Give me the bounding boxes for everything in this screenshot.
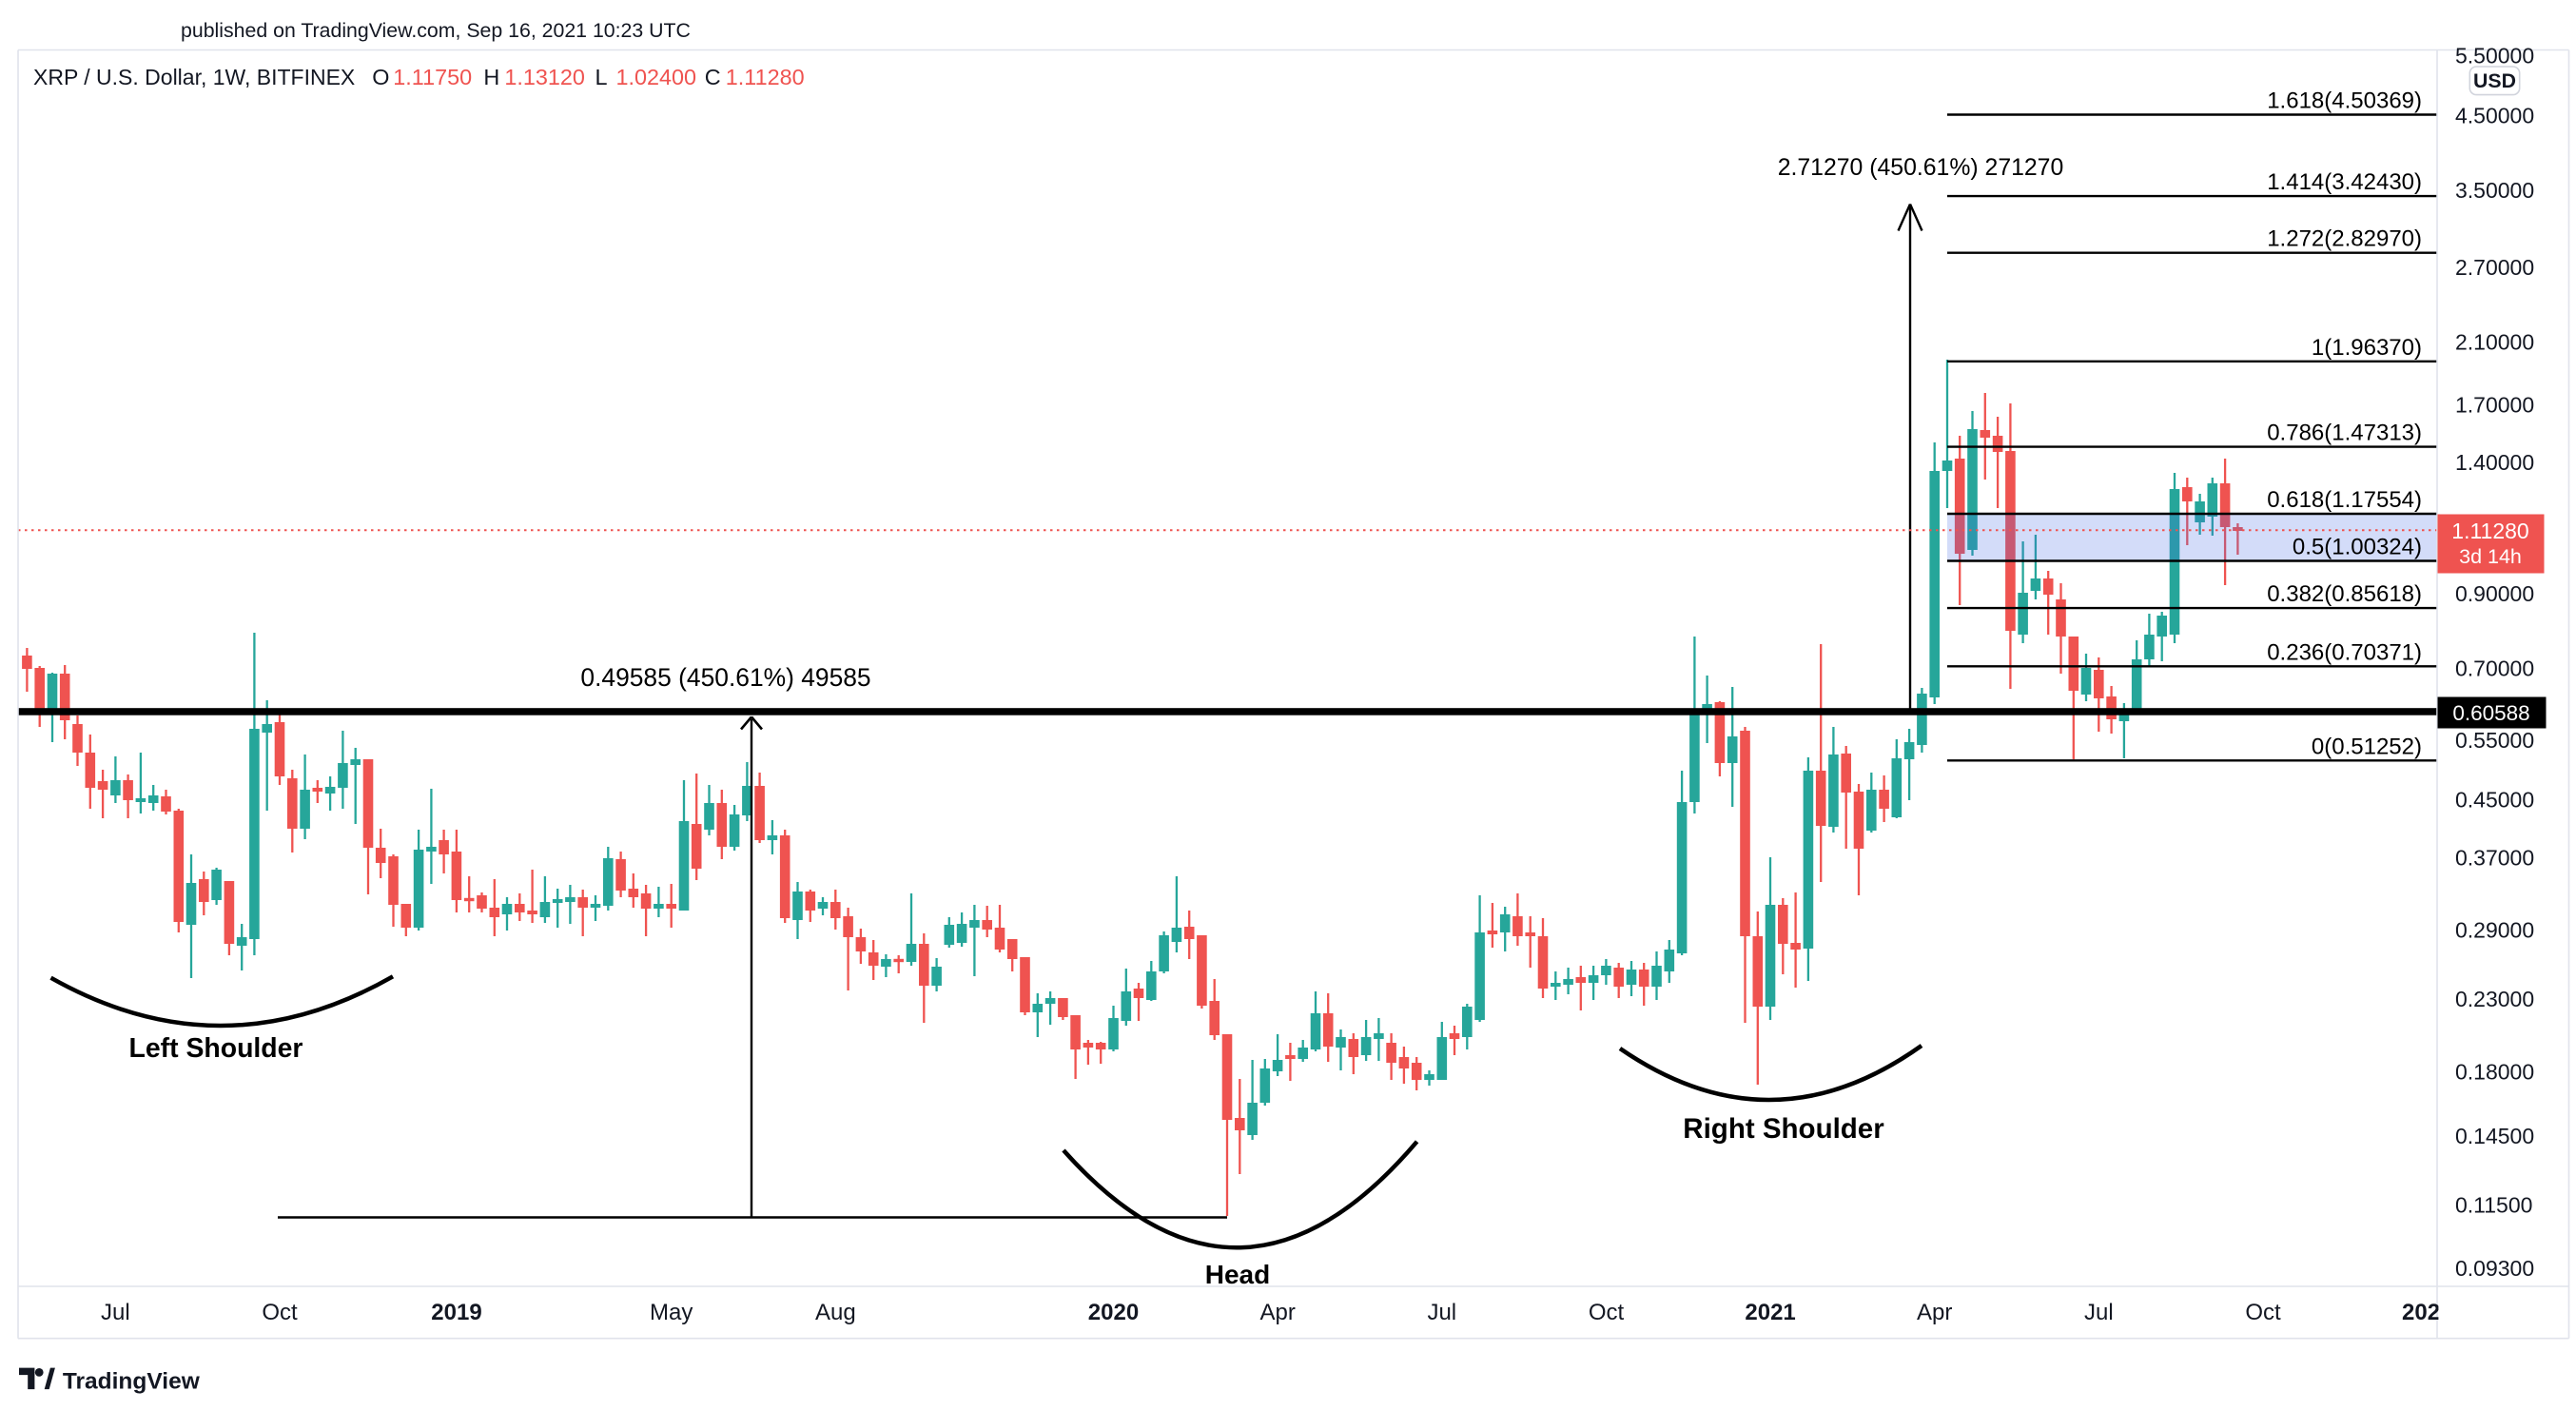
svg-text:1.11280: 1.11280 <box>2451 519 2528 543</box>
svg-text:2019: 2019 <box>431 1300 481 1325</box>
svg-text:0.70000: 0.70000 <box>2455 657 2534 681</box>
svg-text:Jul: Jul <box>101 1300 130 1325</box>
svg-text:O: O <box>372 65 389 89</box>
svg-text:5.50000: 5.50000 <box>2455 44 2534 69</box>
svg-text:Apr: Apr <box>1917 1300 1952 1325</box>
svg-text:1.70000: 1.70000 <box>2455 392 2534 417</box>
svg-text:Left Shoulder: Left Shoulder <box>129 1033 303 1064</box>
svg-text:0.786(1.47313): 0.786(1.47313) <box>2267 421 2422 446</box>
svg-text:Oct: Oct <box>262 1300 298 1325</box>
svg-text:1.02400: 1.02400 <box>616 65 697 89</box>
svg-text:May: May <box>650 1300 693 1325</box>
svg-text:3d 14h: 3d 14h <box>2459 545 2522 568</box>
svg-text:Head: Head <box>1205 1260 1270 1289</box>
svg-text:2020: 2020 <box>1088 1300 1139 1325</box>
svg-text:0.55000: 0.55000 <box>2455 728 2534 753</box>
svg-text:1.618(4.50369): 1.618(4.50369) <box>2267 88 2422 114</box>
svg-text:Apr: Apr <box>1260 1300 1296 1325</box>
svg-text:0.90000: 0.90000 <box>2455 581 2534 606</box>
svg-text:L: L <box>595 65 608 89</box>
svg-text:1.13120: 1.13120 <box>504 65 585 89</box>
svg-text:4.50000: 4.50000 <box>2455 103 2534 127</box>
svg-text:0.37000: 0.37000 <box>2455 846 2534 871</box>
svg-text:0.23000: 0.23000 <box>2455 987 2534 1011</box>
svg-text:0.236(0.70371): 0.236(0.70371) <box>2267 639 2422 665</box>
svg-text:1.414(3.42430): 1.414(3.42430) <box>2267 169 2422 195</box>
svg-text:0.11500: 0.11500 <box>2455 1193 2532 1218</box>
svg-text:0.618(1.17554): 0.618(1.17554) <box>2267 487 2422 513</box>
svg-text:1.11280: 1.11280 <box>726 65 805 89</box>
svg-text:Right Shoulder: Right Shoulder <box>1683 1113 1884 1145</box>
svg-text:0.18000: 0.18000 <box>2455 1060 2534 1085</box>
svg-text:0.60588: 0.60588 <box>2452 701 2529 725</box>
svg-text:Oct: Oct <box>1589 1300 1625 1325</box>
svg-text:Jul: Jul <box>2084 1300 2114 1325</box>
svg-text:Jul: Jul <box>1427 1300 1456 1325</box>
svg-text:XRP / U.S. Dollar, 1W, BITFINE: XRP / U.S. Dollar, 1W, BITFINEX <box>33 65 355 89</box>
svg-text:1.11750: 1.11750 <box>393 65 472 89</box>
svg-text:0.382(0.85618): 0.382(0.85618) <box>2267 581 2422 607</box>
svg-text:1.40000: 1.40000 <box>2455 450 2534 475</box>
svg-text:2.10000: 2.10000 <box>2455 329 2534 354</box>
svg-text:Aug: Aug <box>815 1300 856 1325</box>
svg-text:published on TradingView.com,: published on TradingView.com, Sep 16, 20… <box>181 19 691 42</box>
svg-text:0(0.51252): 0(0.51252) <box>2312 734 2422 759</box>
svg-text:1(1.96370): 1(1.96370) <box>2312 335 2422 361</box>
svg-text:2021: 2021 <box>1745 1300 1795 1325</box>
svg-text:0.5(1.00324): 0.5(1.00324) <box>2293 535 2422 560</box>
svg-text:Oct: Oct <box>2245 1300 2281 1325</box>
svg-text:2.70000: 2.70000 <box>2455 255 2534 280</box>
svg-text:0.09300: 0.09300 <box>2455 1256 2534 1281</box>
svg-text:2.71270 (450.61%) 271270: 2.71270 (450.61%) 271270 <box>1778 155 2064 181</box>
svg-text:TradingView: TradingView <box>63 1369 201 1395</box>
svg-text:3.50000: 3.50000 <box>2455 178 2534 203</box>
svg-text:0.29000: 0.29000 <box>2455 918 2534 943</box>
svg-text:H: H <box>483 65 499 89</box>
svg-text:0.49585 (450.61%) 49585: 0.49585 (450.61%) 49585 <box>580 663 870 692</box>
svg-text:C: C <box>705 65 721 89</box>
svg-text:0.14500: 0.14500 <box>2455 1124 2534 1148</box>
svg-text:0.45000: 0.45000 <box>2455 788 2534 813</box>
svg-text:USD: USD <box>2473 69 2516 92</box>
svg-text:1.272(2.82970): 1.272(2.82970) <box>2267 226 2422 252</box>
